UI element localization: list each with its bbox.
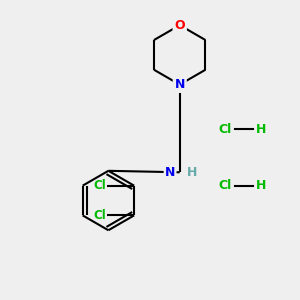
Text: Cl: Cl <box>218 123 232 136</box>
Text: O: O <box>174 19 185 32</box>
Text: N: N <box>165 166 175 179</box>
Text: H: H <box>187 166 197 179</box>
Text: Cl: Cl <box>218 179 232 192</box>
Text: H: H <box>256 123 266 136</box>
Text: N: N <box>175 78 185 91</box>
Text: H: H <box>256 179 266 192</box>
Text: Cl: Cl <box>93 209 106 222</box>
Text: Cl: Cl <box>93 179 106 192</box>
